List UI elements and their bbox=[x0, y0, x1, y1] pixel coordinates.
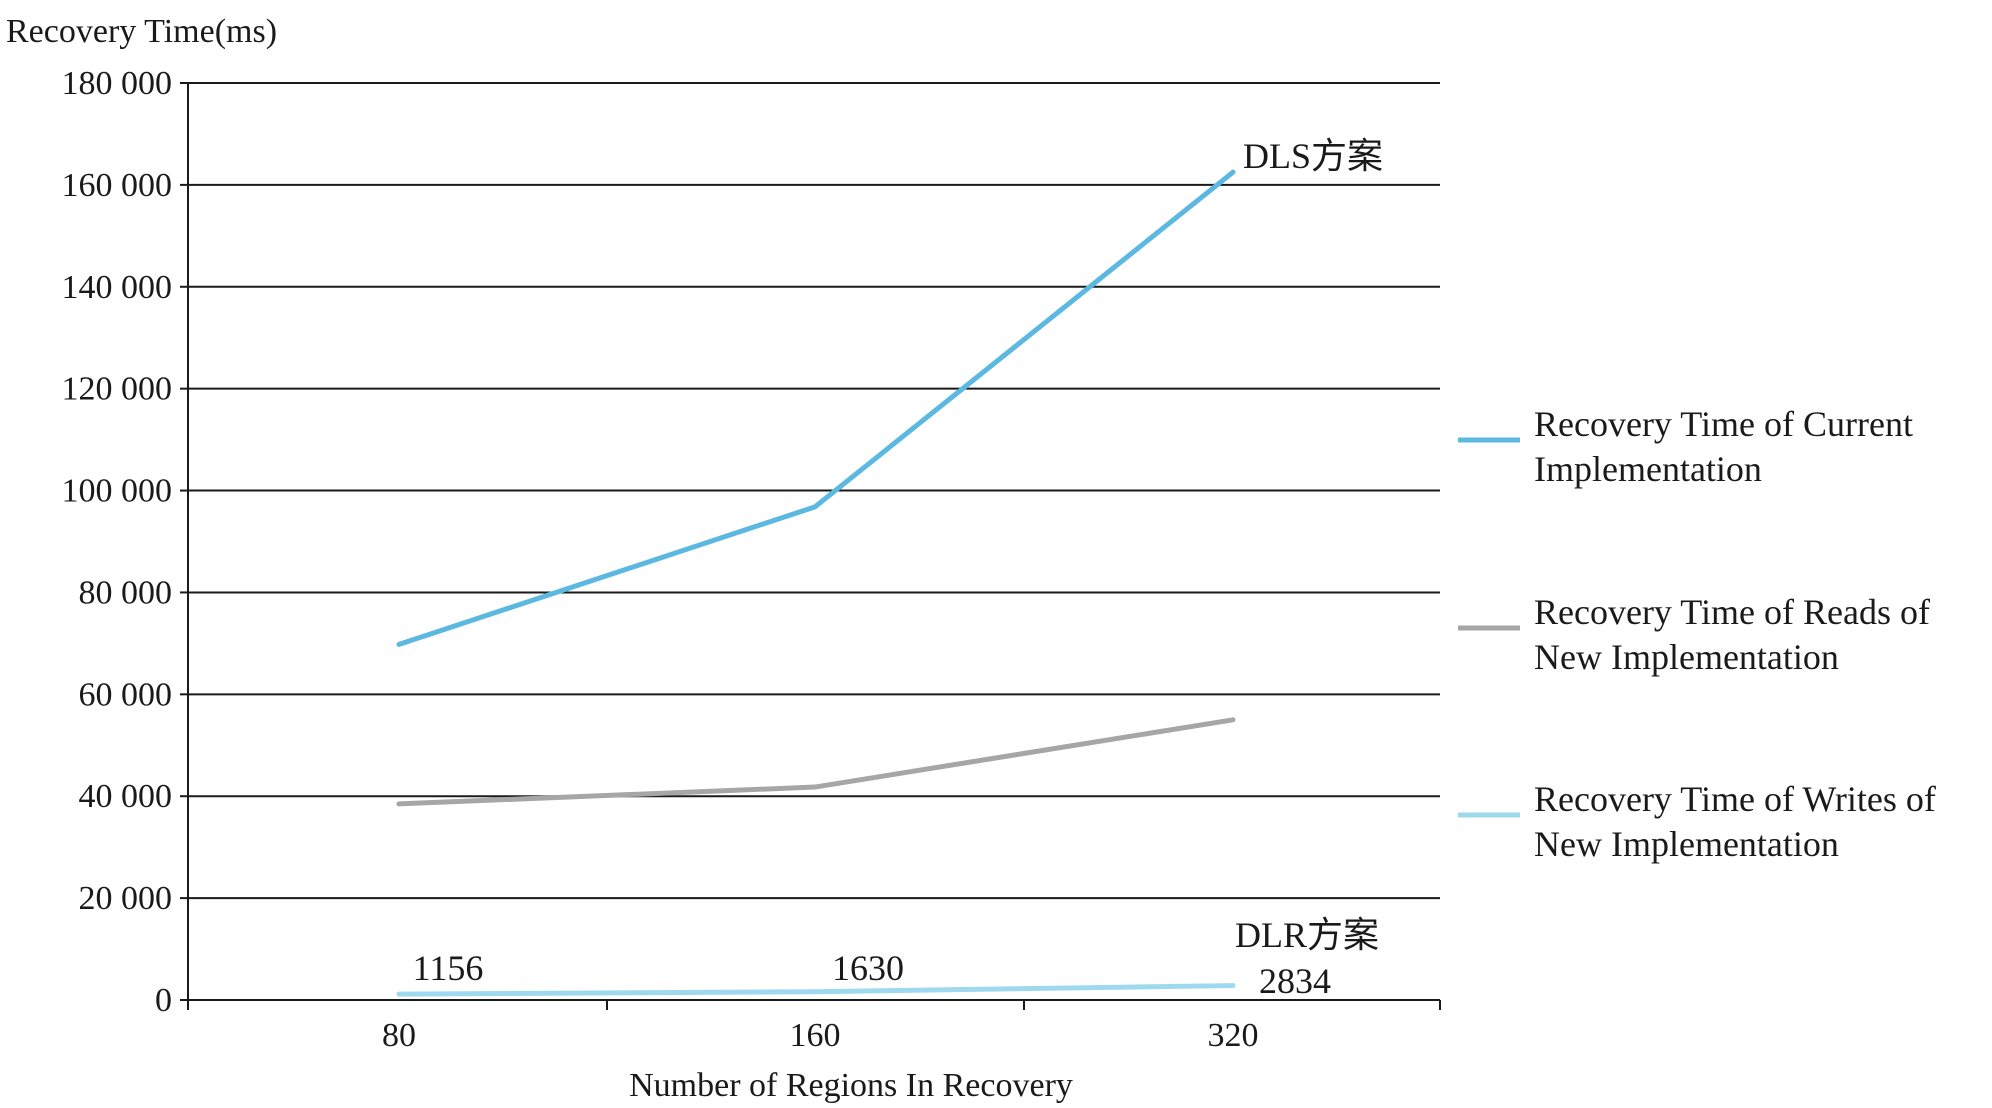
x-tick-label: 80 bbox=[382, 1017, 416, 1054]
data-labels: DLS方案 DLR方案 1156 1630 2834 bbox=[413, 136, 1383, 1001]
data-label: 2834 bbox=[1259, 961, 1331, 1001]
y-axis-title: Recovery Time(ms) bbox=[6, 13, 277, 50]
y-tick-label: 160 000 bbox=[62, 167, 173, 204]
gridlines bbox=[188, 82, 1440, 1001]
y-tick-label: 140 000 bbox=[62, 269, 173, 306]
legend: Recovery Time of Current Implementation Re… bbox=[1458, 404, 1936, 864]
x-tick-label: 160 bbox=[790, 1017, 841, 1054]
legend-label: Recovery Time of Writes of New Implementa… bbox=[1534, 779, 1936, 864]
y-tick-label: 80 000 bbox=[79, 574, 173, 611]
series-line-3 bbox=[396, 983, 1236, 997]
series-lines bbox=[396, 169, 1236, 997]
legend-label: Recovery Time of Current Implementation bbox=[1534, 404, 1913, 489]
series-line-2 bbox=[396, 717, 1236, 807]
y-tick-label: 100 000 bbox=[62, 473, 173, 510]
y-tick-label: 120 000 bbox=[62, 371, 173, 408]
y-tick-label: 0 bbox=[155, 982, 172, 1019]
x-axis: 80 160 320 bbox=[187, 83, 1441, 1054]
legend-label: Recovery Time of Reads of New Implementat… bbox=[1534, 592, 1930, 677]
annotation-dls: DLS方案 bbox=[1243, 136, 1383, 176]
series-line-1 bbox=[396, 169, 1236, 647]
y-tick-label: 20 000 bbox=[79, 880, 173, 917]
x-tick-label: 320 bbox=[1208, 1017, 1259, 1054]
data-label: 1630 bbox=[832, 948, 904, 988]
y-tick-label: 180 000 bbox=[62, 65, 173, 102]
y-tick-label: 60 000 bbox=[79, 676, 173, 713]
data-label: 1156 bbox=[413, 948, 484, 988]
y-axis-ticks: 0 20 000 40 000 60 000 80 000 100 000 120 000 1… bbox=[62, 65, 188, 1019]
y-tick-label: 40 000 bbox=[79, 778, 173, 815]
annotation-dlr: DLR方案 bbox=[1235, 915, 1379, 955]
x-axis-title: Number of Regions In Recovery bbox=[629, 1067, 1073, 1104]
